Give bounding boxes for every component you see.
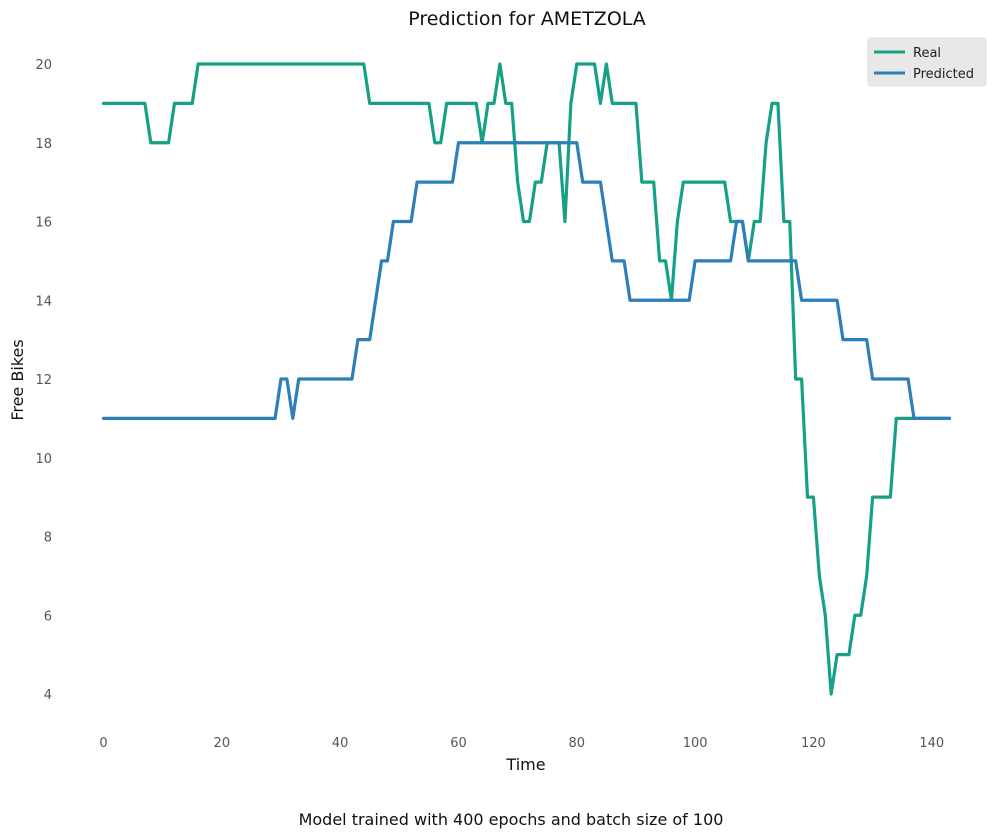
x-tick-label: 0	[99, 736, 107, 751]
y-tick-label: 4	[44, 688, 52, 703]
y-tick-label: 14	[35, 294, 52, 309]
legend-label-real: Real	[913, 46, 941, 61]
plot-area: 0 20 40 60 80 100 120 140 4 6 8 10 12 14 16 18 20	[35, 58, 952, 751]
y-tick-label: 20	[35, 58, 52, 73]
legend-label-predicted: Predicted	[913, 67, 974, 82]
y-tick-label: 10	[35, 452, 52, 467]
y-tick-label: 6	[44, 609, 52, 624]
x-tick-label: 40	[332, 736, 349, 751]
x-tick-label: 120	[801, 736, 826, 751]
series-group	[101, 62, 952, 696]
x-axis-label: Time	[505, 755, 545, 774]
x-axis-ticks: 0 20 40 60 80 100 120 140	[99, 736, 944, 751]
y-axis-ticks: 4 6 8 10 12 14 16 18 20	[35, 58, 52, 703]
chart-title: Prediction for AMETZOLA	[408, 8, 646, 30]
y-tick-label: 16	[35, 216, 52, 231]
y-tick-label: 8	[44, 531, 52, 546]
x-tick-label: 80	[569, 736, 586, 751]
series-line-predicted	[101, 141, 952, 420]
y-axis-label: Free Bikes	[8, 339, 27, 420]
x-tick-label: 20	[214, 736, 231, 751]
series-line-real	[101, 62, 952, 696]
x-tick-label: 100	[683, 736, 708, 751]
legend: Real Predicted	[867, 37, 987, 87]
y-tick-label: 12	[35, 373, 52, 388]
y-tick-label: 18	[35, 137, 52, 152]
x-tick-label: 60	[450, 736, 467, 751]
chart-footer-note: Model trained with 400 epochs and batch …	[299, 810, 724, 829]
x-tick-label: 140	[919, 736, 944, 751]
